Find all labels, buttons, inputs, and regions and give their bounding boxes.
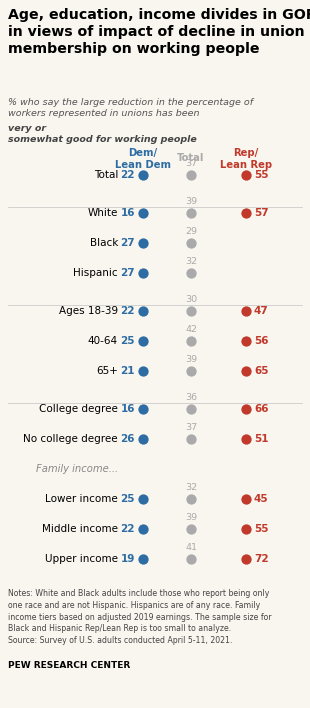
Point [140,554,145,565]
Text: 22: 22 [121,306,135,316]
Point [140,169,145,181]
Text: 39: 39 [185,355,197,363]
Text: 32: 32 [185,482,197,491]
Text: College degree: College degree [39,404,118,414]
Text: very or
somewhat good for working people: very or somewhat good for working people [8,124,197,144]
Text: 56: 56 [254,336,268,346]
Text: 39: 39 [185,197,197,205]
Point [244,554,249,565]
Point [188,336,193,347]
Point [140,336,145,347]
Text: 30: 30 [185,295,197,304]
Point [188,433,193,445]
Point [140,237,145,249]
Text: 27: 27 [120,238,135,248]
Point [140,433,145,445]
Text: 36: 36 [185,392,197,401]
Point [244,523,249,535]
Text: Middle income: Middle income [42,524,118,534]
Text: 29: 29 [185,227,197,236]
Text: 39: 39 [185,513,197,522]
Point [188,493,193,505]
Point [188,268,193,279]
Text: No college degree: No college degree [23,434,118,444]
Text: Notes: White and Black adults include those who report being only
one race and a: Notes: White and Black adults include th… [8,589,272,645]
Point [244,305,249,316]
Text: White: White [88,208,118,218]
Text: Dem/
Lean Dem: Dem/ Lean Dem [115,148,171,170]
Text: 55: 55 [254,524,268,534]
Point [188,554,193,565]
Point [244,493,249,505]
Point [140,268,145,279]
Point [188,404,193,415]
Text: 47: 47 [254,306,269,316]
Text: 25: 25 [121,336,135,346]
Text: 40-64: 40-64 [88,336,118,346]
Point [140,305,145,316]
Point [140,523,145,535]
Text: 57: 57 [254,208,269,218]
Text: 19: 19 [121,554,135,564]
Text: 66: 66 [254,404,268,414]
Text: Lower income: Lower income [45,494,118,504]
Text: Family income...: Family income... [36,464,118,474]
Text: 41: 41 [185,542,197,552]
Point [188,207,193,219]
Point [244,336,249,347]
Text: 65+: 65+ [96,366,118,376]
Text: 37: 37 [185,423,197,431]
Text: 22: 22 [121,524,135,534]
Point [188,365,193,377]
Text: PEW RESEARCH CENTER: PEW RESEARCH CENTER [8,661,130,670]
Point [188,237,193,249]
Text: 16: 16 [121,404,135,414]
Text: Ages 18-39: Ages 18-39 [59,306,118,316]
Text: 16: 16 [121,208,135,218]
Text: 45: 45 [254,494,269,504]
Text: Total: Total [94,170,118,180]
Point [244,365,249,377]
Text: 21: 21 [121,366,135,376]
Text: 37: 37 [185,159,197,168]
Point [244,433,249,445]
Point [188,523,193,535]
Text: 22: 22 [121,170,135,180]
Point [188,305,193,316]
Point [244,404,249,415]
Text: 42: 42 [185,324,197,333]
Text: Upper income: Upper income [45,554,118,564]
Text: 51: 51 [254,434,268,444]
Point [244,207,249,219]
Text: 32: 32 [185,256,197,266]
Text: 26: 26 [121,434,135,444]
Text: % who say the large reduction in the percentage of
workers represented in unions: % who say the large reduction in the per… [8,98,253,118]
Text: 25: 25 [121,494,135,504]
Text: Hispanic: Hispanic [73,268,118,278]
Text: Total: Total [177,153,205,163]
Point [244,169,249,181]
Text: 65: 65 [254,366,268,376]
Text: Age, education, income divides in GOP
in views of impact of decline in union
mem: Age, education, income divides in GOP in… [8,8,310,55]
Point [140,207,145,219]
Point [140,404,145,415]
Text: 55: 55 [254,170,268,180]
Text: 72: 72 [254,554,269,564]
Point [140,493,145,505]
Text: Black: Black [90,238,118,248]
Point [188,169,193,181]
Text: 27: 27 [120,268,135,278]
Point [140,365,145,377]
Text: Rep/
Lean Rep: Rep/ Lean Rep [220,148,272,170]
